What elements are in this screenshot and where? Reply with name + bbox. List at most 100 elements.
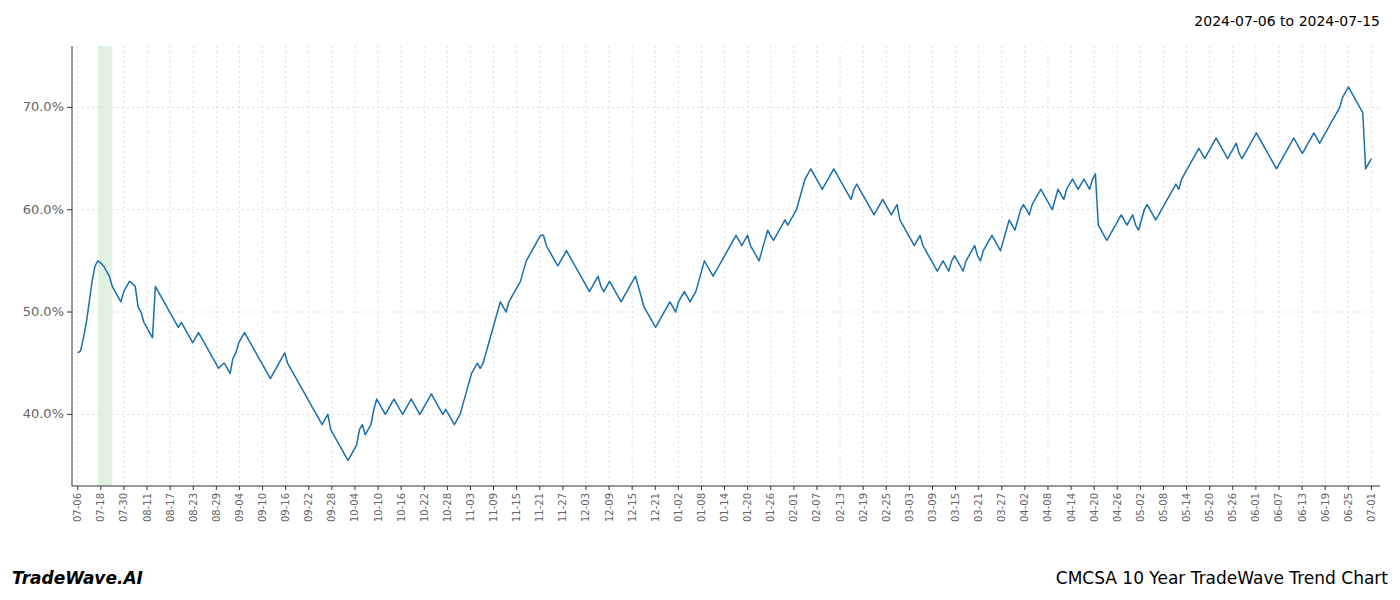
x-tick-label: 01-08: [696, 493, 707, 522]
x-tick: [1278, 486, 1279, 490]
x-grid-line: [447, 46, 448, 486]
x-tick-label: 04-14: [1066, 493, 1077, 522]
x-tick-label: 10-22: [419, 493, 430, 522]
x-tick-label: 12-15: [627, 493, 638, 522]
x-grid-line: [1255, 46, 1256, 486]
x-tick-label: 03-03: [904, 493, 915, 522]
x-grid-line: [1140, 46, 1141, 486]
x-tick: [170, 486, 171, 490]
x-grid-line: [1325, 46, 1326, 486]
x-tick: [424, 486, 425, 490]
x-tick: [1209, 486, 1210, 490]
x-tick-label: 04-02: [1019, 493, 1030, 522]
x-tick-label: 11-27: [557, 493, 568, 522]
x-grid-line: [516, 46, 517, 486]
x-tick-label: 06-01: [1250, 493, 1261, 522]
y-tick: [67, 107, 72, 108]
axes: 40.0%50.0%60.0%70.0%07-0607-1807-3008-11…: [23, 46, 1380, 522]
x-tick: [216, 486, 217, 490]
x-tick-label: 06-13: [1297, 493, 1308, 522]
x-tick: [724, 486, 725, 490]
x-tick: [863, 486, 864, 490]
trend-line: [78, 87, 1372, 460]
y-tick-label: 50.0%: [23, 304, 64, 319]
x-tick-label: 07-18: [95, 493, 106, 522]
x-tick: [1348, 486, 1349, 490]
x-tick-label: 05-20: [1204, 493, 1215, 522]
x-tick: [886, 486, 887, 490]
x-tick: [562, 486, 563, 490]
x-tick: [1163, 486, 1164, 490]
x-tick: [378, 486, 379, 490]
x-grid-line: [1209, 46, 1210, 486]
x-grid-line: [678, 46, 679, 486]
x-grid-line: [1302, 46, 1303, 486]
x-tick-label: 11-09: [488, 493, 499, 522]
x-grid-line: [816, 46, 817, 486]
x-grid-line: [724, 46, 725, 486]
x-grid-line: [863, 46, 864, 486]
chart: 40.0%50.0%60.0%70.0%07-0607-1807-3008-11…: [0, 0, 1400, 600]
y-grid-line: [72, 107, 1380, 108]
x-tick-label: 09-10: [257, 493, 268, 522]
x-tick: [770, 486, 771, 490]
x-tick: [1071, 486, 1072, 490]
x-tick: [585, 486, 586, 490]
x-tick-label: 03-27: [996, 493, 1007, 522]
x-tick-label: 07-01: [1366, 493, 1377, 522]
x-grid-line: [793, 46, 794, 486]
x-tick: [655, 486, 656, 490]
y-tick: [67, 414, 72, 415]
x-tick-label: 08-29: [211, 493, 222, 522]
x-tick: [1024, 486, 1025, 490]
x-tick: [1001, 486, 1002, 490]
x-tick-label: 10-28: [442, 493, 453, 522]
x-tick-label: 06-07: [1273, 493, 1284, 522]
x-tick: [909, 486, 910, 490]
x-tick-label: 03-21: [973, 493, 984, 522]
x-tick-label: 05-14: [1181, 493, 1192, 522]
x-tick: [1371, 486, 1372, 490]
y-tick-label: 60.0%: [23, 202, 64, 217]
x-tick: [793, 486, 794, 490]
x-tick-label: 09-22: [303, 493, 314, 522]
x-tick-label: 08-11: [142, 493, 153, 522]
x-tick-label: 12-09: [604, 493, 615, 522]
x-grid-line: [123, 46, 124, 486]
x-grid-line: [1348, 46, 1349, 486]
x-tick-label: 07-06: [72, 493, 83, 522]
plot-area: [78, 46, 1372, 486]
x-grid-line: [932, 46, 933, 486]
y-tick: [67, 312, 72, 313]
x-grid-line: [1232, 46, 1233, 486]
x-grid-line: [701, 46, 702, 486]
x-tick: [401, 486, 402, 490]
x-tick-label: 12-21: [650, 493, 661, 522]
x-tick-label: 05-26: [1227, 493, 1238, 522]
x-grid-line: [354, 46, 355, 486]
x-tick-label: 11-03: [465, 493, 476, 522]
x-grid-line: [401, 46, 402, 486]
x-tick-label: 08-23: [188, 493, 199, 522]
x-tick: [308, 486, 309, 490]
x-grid-line: [886, 46, 887, 486]
x-tick: [193, 486, 194, 490]
x-grid-line: [747, 46, 748, 486]
x-grid-line: [655, 46, 656, 486]
chart-title: CMCSA 10 Year TradeWave Trend Chart: [1056, 568, 1389, 588]
x-grid-line: [239, 46, 240, 486]
y-grid-line: [72, 312, 1380, 313]
x-tick-label: 11-21: [534, 493, 545, 522]
x-grid-line: [539, 46, 540, 486]
x-tick-label: 03-09: [927, 493, 938, 522]
x-tick: [1232, 486, 1233, 490]
x-grid-line: [562, 46, 563, 486]
x-grid-line: [1001, 46, 1002, 486]
x-tick: [539, 486, 540, 490]
x-tick: [632, 486, 633, 490]
x-tick-label: 10-16: [396, 493, 407, 522]
x-grid-line: [1024, 46, 1025, 486]
x-tick: [516, 486, 517, 490]
y-tick-label: 40.0%: [23, 406, 64, 421]
x-grid-line: [632, 46, 633, 486]
